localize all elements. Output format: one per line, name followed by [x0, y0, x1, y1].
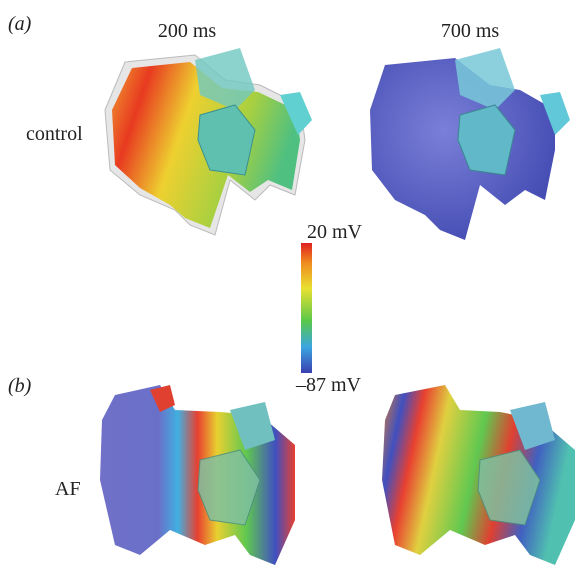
figure: (a) 200 ms 700 ms control (b) AF 20 mV –…: [0, 0, 581, 573]
row-label: control: [26, 123, 83, 145]
panel-label: (b): [8, 375, 32, 397]
heart-render: [382, 385, 575, 565]
row-label: AF: [55, 478, 81, 500]
column-header: 700 ms: [441, 20, 500, 42]
colorbar: [301, 243, 312, 373]
colorbar-max-label: 20 mV: [307, 221, 363, 243]
panel-label: (a): [8, 13, 32, 35]
column-header: 200 ms: [158, 20, 217, 42]
heart-render: [105, 48, 312, 235]
colorbar-min-label: –87 mV: [295, 374, 362, 396]
heart-render: [100, 385, 295, 565]
heart-render: [370, 48, 570, 240]
